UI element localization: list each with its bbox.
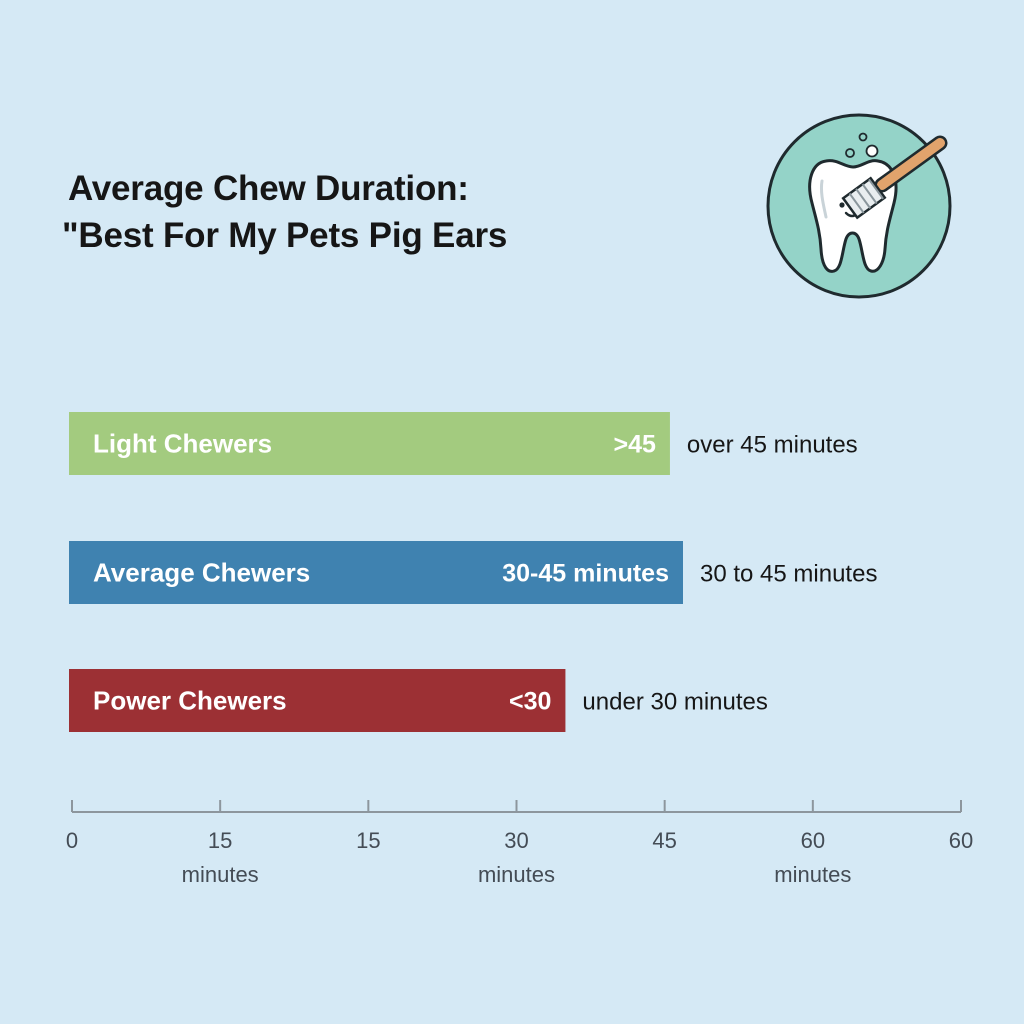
bars: Light Chewers >45 over 45 minutes Average C… xyxy=(69,412,877,732)
bar-power-chewers xyxy=(69,669,566,732)
bar-average-chewers xyxy=(69,541,683,604)
x-tick-unit: minutes xyxy=(478,862,555,887)
bar-value-label: 30-45 minutes xyxy=(502,560,669,588)
x-tick-label: 15 xyxy=(356,828,380,853)
chart-title-line-2: "Best For My Pets Pig Ears xyxy=(62,216,508,255)
bar-label: Power Chewers xyxy=(93,686,287,716)
bar-light-chewers xyxy=(69,412,670,475)
bar-value-label: <30 xyxy=(509,688,551,716)
x-tick-label: 15 xyxy=(208,828,232,853)
bar-label: Light Chewers xyxy=(93,429,272,459)
x-axis: 0 15 minutes 15 30 minutes 45 60 minutes 60 xyxy=(66,800,973,887)
bar-note: under 30 minutes xyxy=(582,689,767,716)
bar-note: over 45 minutes xyxy=(687,432,858,459)
x-tick-label: 0 xyxy=(66,828,78,853)
bar-note: 30 to 45 minutes xyxy=(700,561,877,588)
tooth-brush-icon xyxy=(766,113,952,299)
x-tick-label: 45 xyxy=(652,828,676,853)
chart-title: Average Chew Duration: "Best For My Pets… xyxy=(62,165,507,259)
bar-value-label: >45 xyxy=(614,431,657,459)
bar-label: Average Chewers xyxy=(93,558,310,588)
x-tick-unit: minutes xyxy=(182,862,259,887)
x-tick-label: 60 xyxy=(949,828,973,853)
x-tick-label: 60 xyxy=(801,828,825,853)
x-tick-label: 30 xyxy=(504,828,528,853)
x-tick-unit: minutes xyxy=(774,862,851,887)
chart-title-line-1: Average Chew Duration: xyxy=(68,169,469,208)
